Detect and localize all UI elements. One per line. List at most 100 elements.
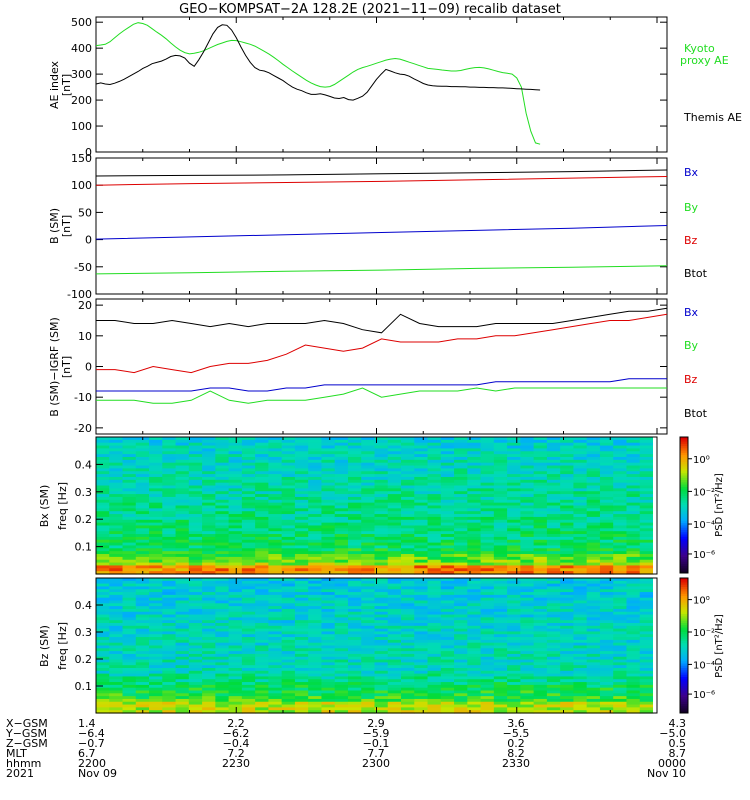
spectrogram-cell [175, 534, 190, 538]
spectrogram-cell [599, 679, 614, 683]
spectrogram-cell [347, 690, 362, 694]
spectrogram-cell [454, 651, 468, 655]
spectrogram-cell [109, 508, 124, 512]
spectrogram-cell [533, 580, 548, 585]
spectrogram-cell [109, 642, 124, 647]
spectrogram-cell [493, 494, 508, 498]
spectrogram-cell [294, 603, 309, 607]
spectrogram-cell [599, 623, 614, 627]
ephemeris-cell: 2.2 [227, 717, 245, 730]
spectrogram-cell [560, 704, 575, 708]
spectrogram-cell [467, 710, 482, 714]
spectrogram-cell [639, 578, 654, 582]
spectrogram-cell [493, 659, 508, 663]
spectrogram-cell [96, 586, 110, 590]
spectrogram-cell [96, 682, 110, 686]
spectrogram-cell [427, 578, 442, 582]
spectrogram-cell [188, 696, 203, 700]
spectrogram-cell [149, 439, 163, 444]
spectrogram-cell [480, 594, 495, 599]
spectrogram-cell [255, 698, 269, 703]
spectrogram-cell [454, 562, 468, 567]
spectrogram-cell [626, 454, 641, 458]
spectrogram-cell [573, 451, 588, 455]
spectrogram-cell [281, 656, 296, 661]
spectrogram-cell [241, 684, 256, 689]
spectrogram-cell [228, 603, 243, 607]
spectrogram-cell [560, 454, 575, 458]
spectrogram-cell [135, 534, 150, 538]
spectrogram-cell [294, 682, 309, 686]
spectrogram-cell [586, 534, 601, 538]
spectrogram-cell [401, 439, 415, 444]
spectrogram-cell [268, 479, 283, 484]
spectrogram-cell [334, 556, 349, 561]
spectrogram-cell [255, 580, 269, 585]
spectrogram-cell [626, 637, 641, 641]
spectrogram-cell [188, 614, 203, 618]
y-tick-label: 50 [78, 206, 92, 219]
spectrogram-cell [533, 676, 548, 680]
spectrogram-cell [626, 551, 641, 555]
spectrogram-cell [599, 496, 614, 501]
spectrogram-cell [361, 592, 376, 596]
spectrogram-cell [467, 511, 482, 515]
spectrogram-cell [215, 603, 230, 607]
spectrogram-cell [268, 496, 283, 501]
spectrogram-cell [493, 562, 508, 567]
spectrogram-cell [560, 623, 575, 627]
spectrogram-cell [308, 442, 323, 447]
colorbar-segment [680, 690, 688, 694]
spectrogram-cell [414, 545, 429, 549]
spectrogram-cell [440, 676, 455, 680]
spectrogram-cell [520, 578, 535, 582]
spectrogram-cell [533, 514, 548, 518]
spectrogram-cell [109, 559, 124, 564]
colorbar-segment [680, 670, 688, 673]
spectrogram-cell [454, 662, 468, 666]
spectrogram-cell [427, 710, 442, 714]
spectrogram-cell [454, 608, 468, 613]
spectrogram-cell [560, 600, 575, 604]
spectrogram-cell [188, 682, 203, 686]
spectrogram-cell [361, 534, 376, 538]
spectrogram-cell [493, 516, 508, 521]
spectrogram-cell [241, 565, 256, 569]
spectrogram-cell [334, 634, 349, 638]
spectrogram-cell [162, 568, 177, 572]
spectrogram-cell [546, 662, 561, 666]
spectrogram-cell [414, 437, 429, 441]
ephemeris-cell: 2.9 [367, 717, 385, 730]
spectrogram-cell [599, 625, 614, 630]
spectrogram-cell [175, 502, 190, 507]
spectrogram-cell [401, 673, 415, 678]
spectrogram-cell [361, 665, 376, 669]
colorbar-segment [680, 545, 688, 549]
spectrogram-cell [560, 670, 575, 675]
spectrogram-cell [268, 578, 283, 582]
spectrogram-cell [639, 534, 654, 538]
spectrogram-cell [162, 603, 177, 607]
colorbar-segment [680, 625, 688, 628]
spectrogram-cell [241, 637, 256, 641]
spectrogram-cell [162, 586, 177, 590]
spectrogram-cell [268, 682, 283, 686]
spectrogram-cell [467, 465, 482, 469]
spectrogram-cell [546, 704, 561, 708]
spectrogram-cell [533, 583, 548, 588]
spectrogram-cell [586, 559, 601, 564]
spectrogram-cell [96, 542, 110, 547]
spectrogram-cell [135, 491, 150, 495]
spectrogram-cell [467, 594, 482, 599]
spectrogram-cell [122, 642, 137, 647]
spectrogram-cell [454, 494, 468, 498]
spectrogram-cell [215, 516, 230, 521]
colorbar-segment [680, 561, 688, 565]
spectrogram-cell [175, 562, 190, 567]
spectrogram-cell [321, 608, 336, 613]
spectrogram-cell [294, 525, 309, 529]
spectrogram-cell [334, 505, 349, 509]
spectrogram-cell [414, 451, 429, 455]
spectrogram-cell [202, 662, 216, 666]
colorbar-segment [680, 704, 688, 707]
